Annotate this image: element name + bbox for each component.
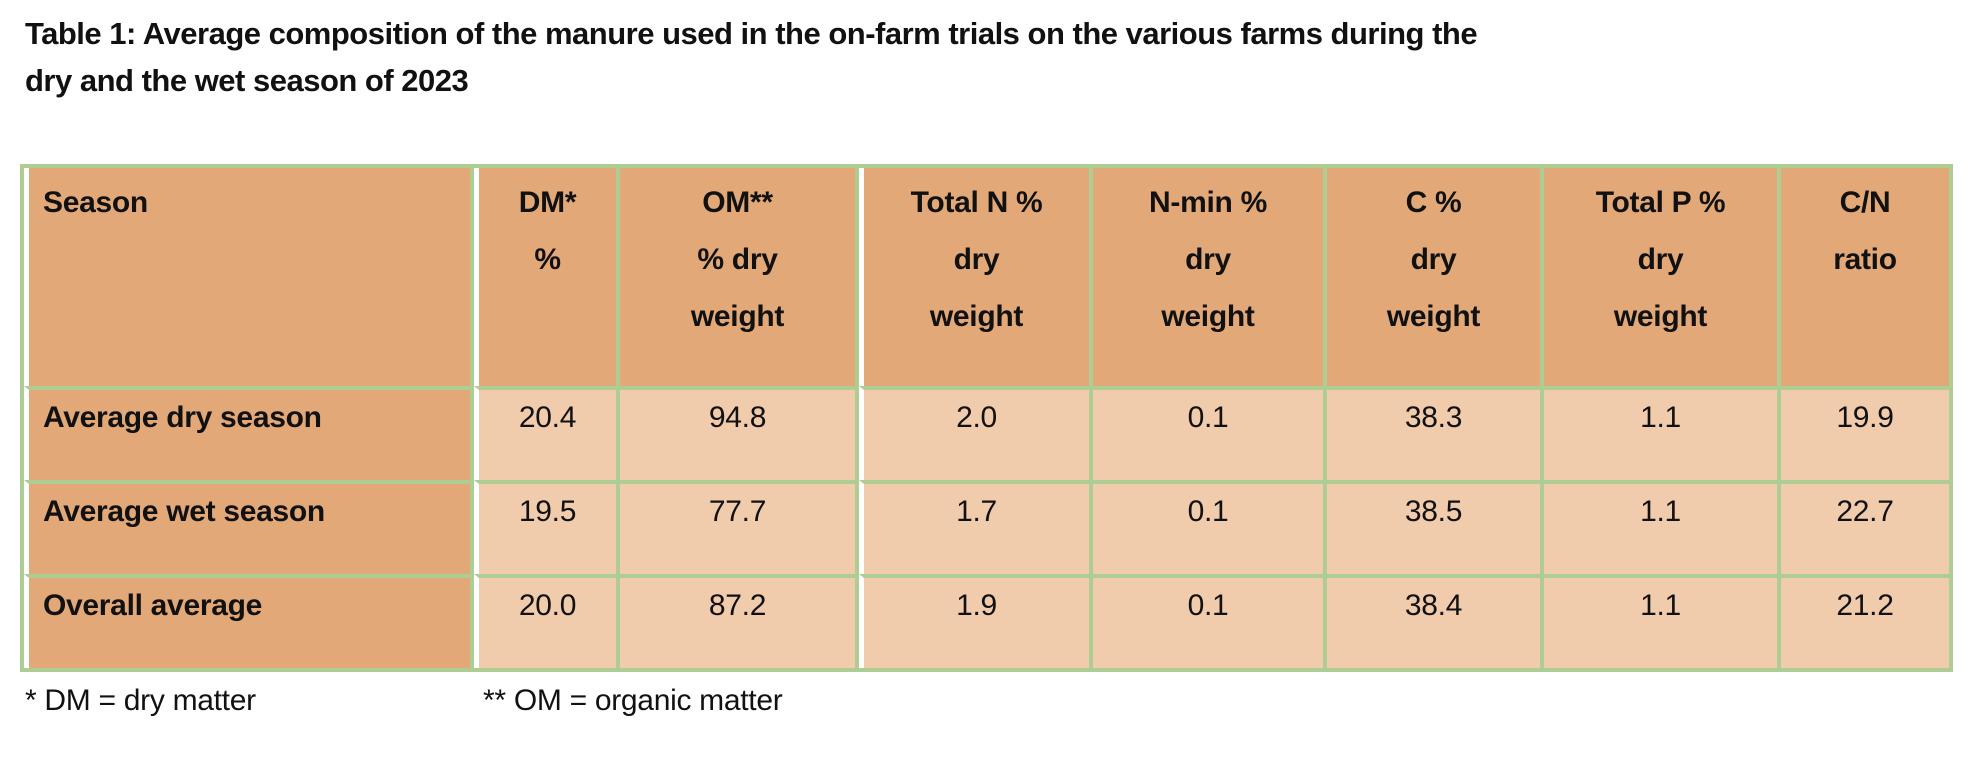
value-cell: 1.1 bbox=[1540, 386, 1777, 480]
footnote-om: ** OM = organic matter bbox=[483, 684, 783, 717]
value-cell: 1.7 bbox=[859, 480, 1089, 574]
value-cell: 87.2 bbox=[616, 574, 859, 668]
value-cell: 1.1 bbox=[1540, 574, 1777, 668]
table-header: Season DM* % OM** % dry weight Total N %… bbox=[24, 168, 1949, 386]
value-cell: 94.8 bbox=[616, 386, 859, 480]
value-cell: 0.1 bbox=[1089, 574, 1323, 668]
column-header-season: Season bbox=[24, 168, 474, 386]
value-cell: 38.5 bbox=[1323, 480, 1540, 574]
table-body: Average dry season 20.4 94.8 2.0 0.1 38.… bbox=[24, 386, 1949, 668]
value-cell: 38.3 bbox=[1323, 386, 1540, 480]
value-cell: 0.1 bbox=[1089, 386, 1323, 480]
column-header-om: OM** % dry weight bbox=[616, 168, 859, 386]
value-cell: 0.1 bbox=[1089, 480, 1323, 574]
footnote-dm: * DM = dry matter bbox=[25, 684, 256, 717]
row-label-cell: Overall average bbox=[24, 574, 474, 668]
table-row-dry-season: Average dry season 20.4 94.8 2.0 0.1 38.… bbox=[24, 386, 1949, 480]
column-header-c: C % dry weight bbox=[1323, 168, 1540, 386]
value-cell: 22.7 bbox=[1777, 480, 1949, 574]
table-caption-line1: Table 1: Average composition of the manu… bbox=[25, 16, 1478, 51]
header-row: Season DM* % OM** % dry weight Total N %… bbox=[24, 168, 1949, 386]
value-cell: 1.1 bbox=[1540, 480, 1777, 574]
value-cell: 2.0 bbox=[859, 386, 1089, 480]
document-page: Table 1: Average composition of the manu… bbox=[20, 10, 1975, 718]
table-row-overall-average: Overall average 20.0 87.2 1.9 0.1 38.4 1… bbox=[24, 574, 1949, 668]
value-cell: 19.9 bbox=[1777, 386, 1949, 480]
table-row-wet-season: Average wet season 19.5 77.7 1.7 0.1 38.… bbox=[24, 480, 1949, 574]
value-cell: 20.4 bbox=[474, 386, 616, 480]
row-label-cell: Average wet season bbox=[24, 480, 474, 574]
column-header-total-p: Total P % dry weight bbox=[1540, 168, 1777, 386]
column-header-total-n: Total N % dry weight bbox=[859, 168, 1089, 386]
manure-composition-table: Season DM* % OM** % dry weight Total N %… bbox=[20, 164, 1953, 672]
column-header-cn: C/N ratio bbox=[1777, 168, 1949, 386]
row-label-cell: Average dry season bbox=[24, 386, 474, 480]
table-caption-line2: dry and the wet season of 2023 bbox=[25, 63, 469, 98]
column-header-n-min: N-min % dry weight bbox=[1089, 168, 1323, 386]
column-header-dm: DM* % bbox=[474, 168, 616, 386]
table-footnotes: * DM = dry matter ** OM = organic matter bbox=[25, 684, 1975, 718]
value-cell: 21.2 bbox=[1777, 574, 1949, 668]
value-cell: 19.5 bbox=[474, 480, 616, 574]
value-cell: 77.7 bbox=[616, 480, 859, 574]
value-cell: 1.9 bbox=[859, 574, 1089, 668]
value-cell: 38.4 bbox=[1323, 574, 1540, 668]
value-cell: 20.0 bbox=[474, 574, 616, 668]
table-caption: Table 1: Average composition of the manu… bbox=[25, 10, 1975, 104]
